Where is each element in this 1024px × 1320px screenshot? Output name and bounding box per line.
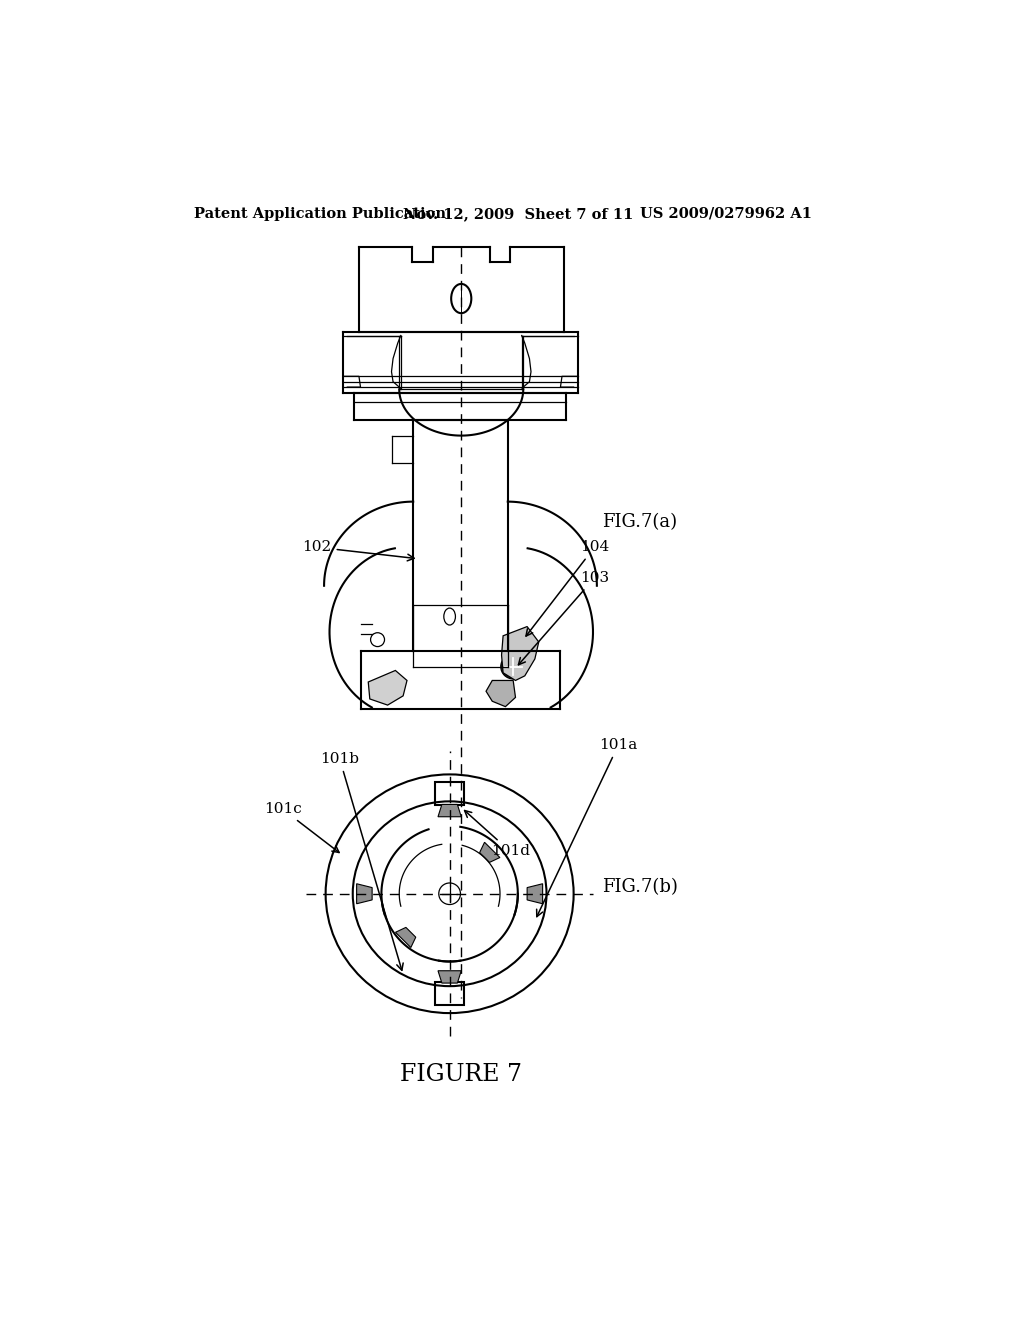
Polygon shape xyxy=(486,681,515,706)
Text: FIG.7(b): FIG.7(b) xyxy=(602,878,678,896)
Text: 101c: 101c xyxy=(263,803,339,853)
Text: 101b: 101b xyxy=(321,752,403,970)
Text: US 2009/0279962 A1: US 2009/0279962 A1 xyxy=(640,207,811,220)
Polygon shape xyxy=(395,928,416,948)
Polygon shape xyxy=(438,970,461,983)
Text: 102: 102 xyxy=(302,540,414,561)
Text: Nov. 12, 2009  Sheet 7 of 11: Nov. 12, 2009 Sheet 7 of 11 xyxy=(403,207,634,220)
Polygon shape xyxy=(438,804,461,817)
Polygon shape xyxy=(502,627,539,681)
Polygon shape xyxy=(356,884,372,904)
Polygon shape xyxy=(527,884,543,904)
Text: FIGURE 7: FIGURE 7 xyxy=(400,1063,522,1086)
Text: 103: 103 xyxy=(518,572,609,665)
Text: 101d: 101d xyxy=(465,810,529,858)
Text: 104: 104 xyxy=(526,540,609,636)
Text: 101a: 101a xyxy=(537,738,638,916)
Polygon shape xyxy=(369,671,407,705)
Text: FIG.7(a): FIG.7(a) xyxy=(602,512,678,531)
Circle shape xyxy=(501,655,525,678)
Polygon shape xyxy=(479,842,500,862)
Text: Patent Application Publication: Patent Application Publication xyxy=(194,207,445,220)
